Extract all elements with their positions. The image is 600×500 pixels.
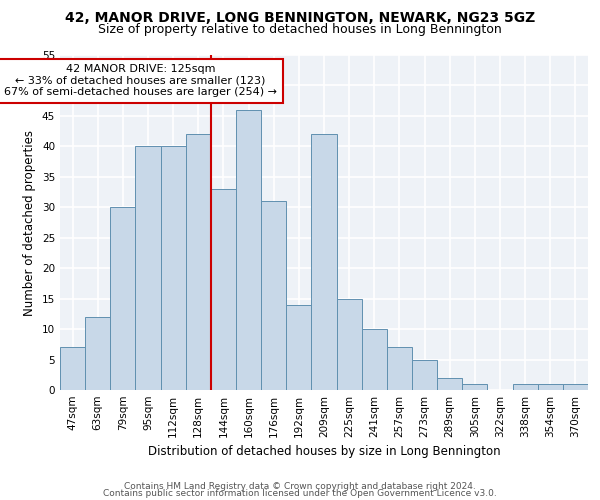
X-axis label: Distribution of detached houses by size in Long Bennington: Distribution of detached houses by size … xyxy=(148,446,500,458)
Bar xyxy=(136,146,161,390)
Bar xyxy=(387,348,412,390)
Bar xyxy=(462,384,487,390)
Bar xyxy=(362,329,387,390)
Bar xyxy=(261,201,286,390)
Bar xyxy=(437,378,462,390)
Bar xyxy=(337,298,362,390)
Bar xyxy=(110,208,136,390)
Bar xyxy=(412,360,437,390)
Text: Contains HM Land Registry data © Crown copyright and database right 2024.: Contains HM Land Registry data © Crown c… xyxy=(124,482,476,491)
Bar xyxy=(236,110,261,390)
Bar xyxy=(512,384,538,390)
Bar xyxy=(286,304,311,390)
Bar xyxy=(161,146,186,390)
Bar xyxy=(186,134,211,390)
Text: 42, MANOR DRIVE, LONG BENNINGTON, NEWARK, NG23 5GZ: 42, MANOR DRIVE, LONG BENNINGTON, NEWARK… xyxy=(65,11,535,25)
Bar xyxy=(538,384,563,390)
Text: 42 MANOR DRIVE: 125sqm
← 33% of detached houses are smaller (123)
67% of semi-de: 42 MANOR DRIVE: 125sqm ← 33% of detached… xyxy=(4,64,277,98)
Bar xyxy=(60,348,85,390)
Bar xyxy=(563,384,588,390)
Bar xyxy=(211,189,236,390)
Bar xyxy=(311,134,337,390)
Text: Size of property relative to detached houses in Long Bennington: Size of property relative to detached ho… xyxy=(98,24,502,36)
Y-axis label: Number of detached properties: Number of detached properties xyxy=(23,130,37,316)
Bar xyxy=(85,317,110,390)
Text: Contains public sector information licensed under the Open Government Licence v3: Contains public sector information licen… xyxy=(103,490,497,498)
